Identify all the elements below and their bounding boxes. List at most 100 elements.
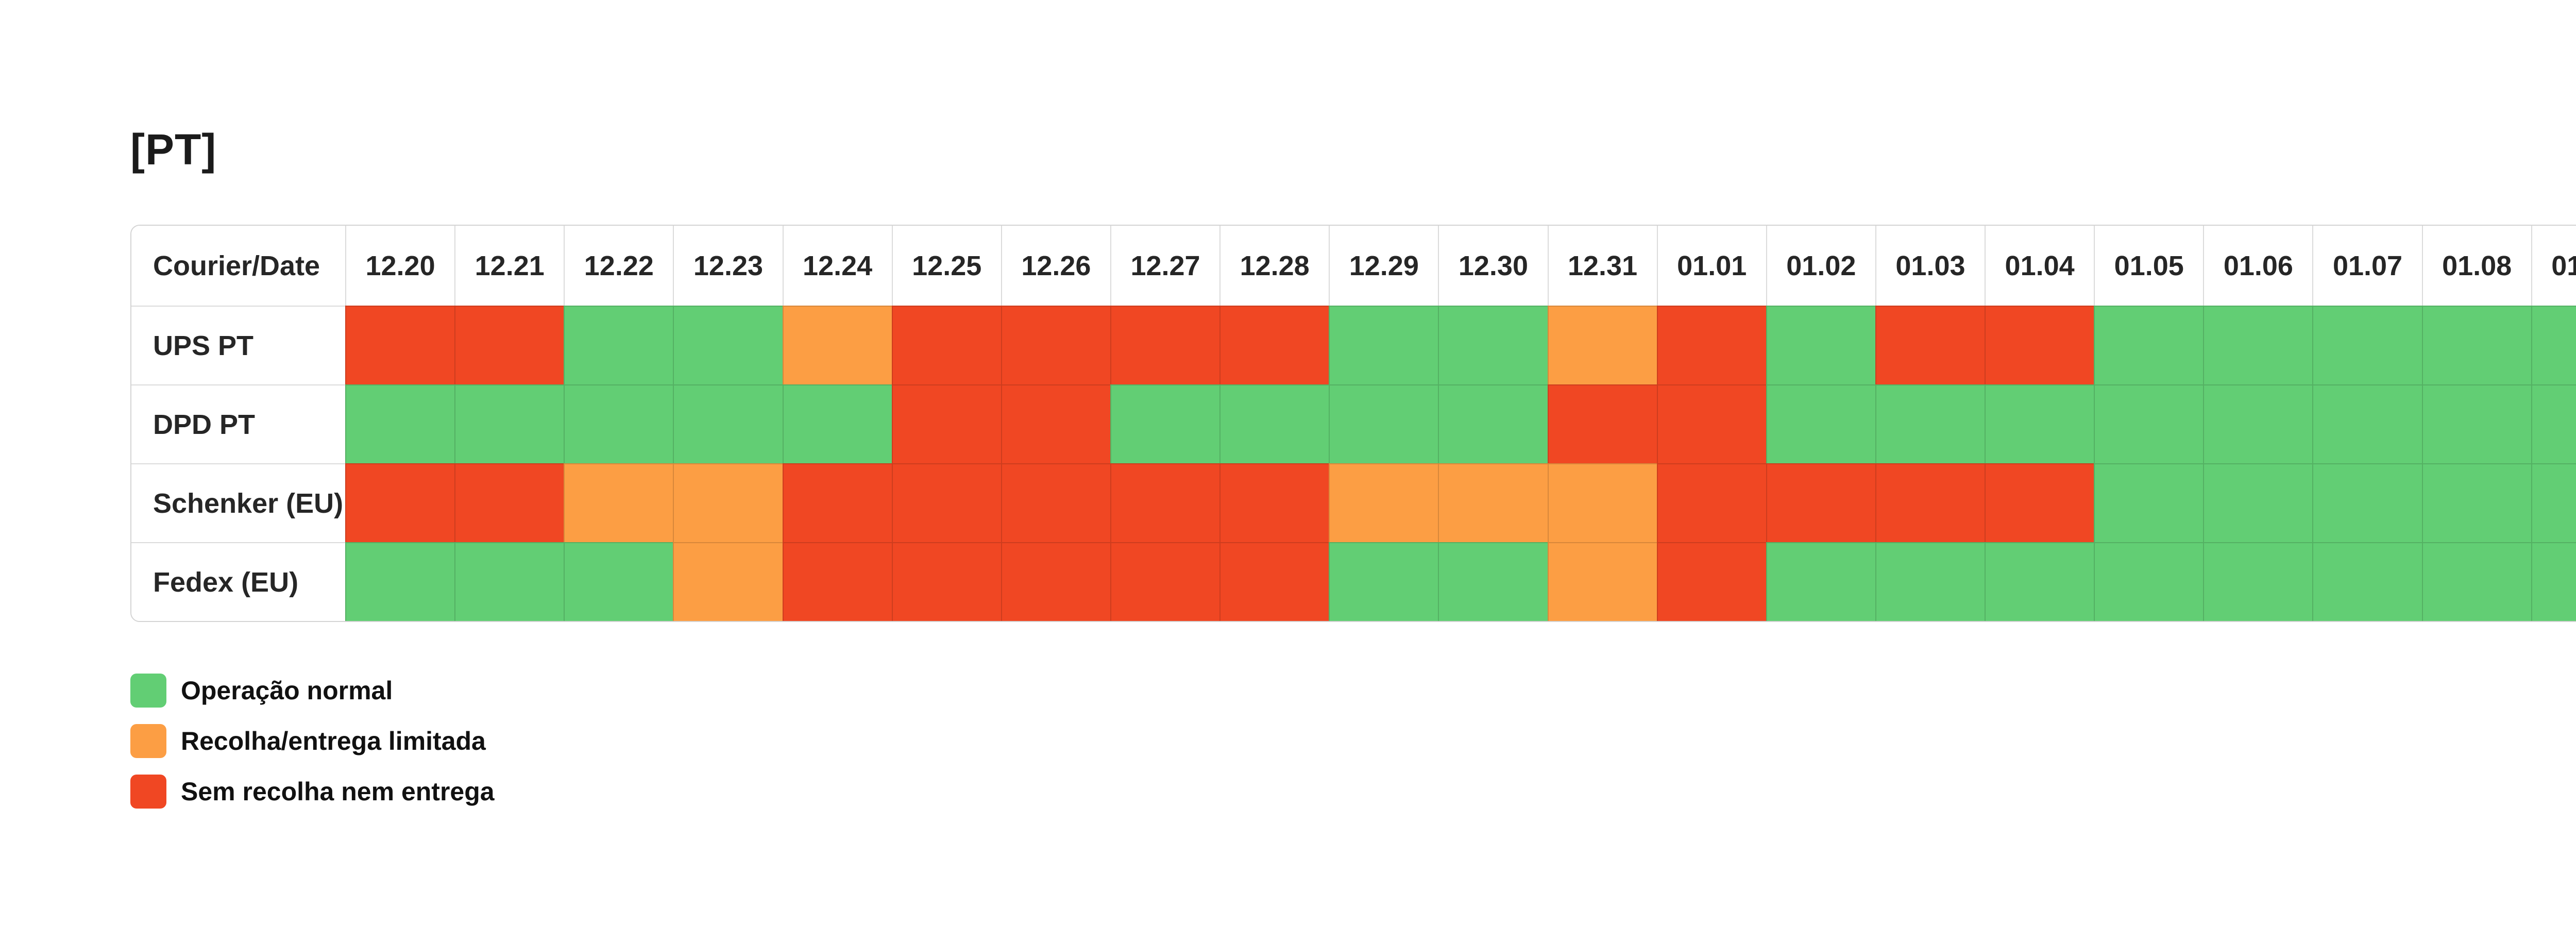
status-cell-limited: [673, 542, 783, 621]
status-cell-none: [891, 384, 1001, 463]
date-header-cell: 01.05: [2094, 226, 2204, 306]
status-cell-none: [1110, 463, 1220, 542]
status-cell-none: [891, 463, 1001, 542]
status-cell-none: [345, 306, 455, 384]
status-cell-normal: [1438, 384, 1548, 463]
status-cell-normal: [673, 306, 783, 384]
legend-label-none: Sem recolha nem entrega: [181, 777, 495, 806]
date-header-cell: 12.25: [891, 226, 1001, 306]
status-cell-none: [1656, 542, 1766, 621]
courier-label: Fedex (EU): [131, 542, 345, 621]
status-cell-normal: [2312, 463, 2422, 542]
status-cell-normal: [2531, 542, 2576, 621]
status-cell-normal: [2203, 463, 2313, 542]
status-cell-normal: [2312, 306, 2422, 384]
status-cell-normal: [2094, 463, 2204, 542]
status-cell-none: [1656, 384, 1766, 463]
courier-label: UPS PT: [131, 306, 345, 384]
status-cell-none: [1656, 463, 1766, 542]
status-cell-none: [1110, 306, 1220, 384]
status-cell-none: [1219, 463, 1329, 542]
status-cell-none: [1656, 306, 1766, 384]
status-cell-none: [454, 463, 564, 542]
status-cell-normal: [1766, 542, 1875, 621]
status-cell-none: [1219, 306, 1329, 384]
legend-swatch-normal: [130, 674, 166, 708]
status-cell-normal: [2421, 384, 2531, 463]
date-header-cell: 12.22: [564, 226, 673, 306]
status-cell-normal: [1766, 384, 1875, 463]
status-cell-none: [1547, 384, 1657, 463]
status-cell-normal: [1329, 542, 1438, 621]
status-cell-none: [891, 542, 1001, 621]
status-cell-none: [782, 463, 892, 542]
status-cell-normal: [1985, 384, 2094, 463]
status-cell-normal: [1219, 384, 1329, 463]
status-cell-normal: [2531, 306, 2576, 384]
legend-label-limited: Recolha/entrega limitada: [181, 727, 486, 755]
status-cell-normal: [1766, 306, 1875, 384]
status-cell-normal: [1875, 542, 1985, 621]
status-cell-limited: [1547, 306, 1657, 384]
status-cell-normal: [1438, 306, 1548, 384]
status-cell-none: [1875, 463, 1985, 542]
page: [PT] Courier/Date 12.20 12.21 12.22 12.23 12…: [130, 125, 2576, 809]
status-cell-normal: [1329, 384, 1438, 463]
date-header-cell: 12.21: [454, 226, 564, 306]
table-corner-header: Courier/Date: [131, 226, 345, 306]
status-cell-none: [1985, 463, 2094, 542]
date-header-cell: 01.07: [2312, 226, 2422, 306]
status-cell-normal: [782, 384, 892, 463]
status-cell-normal: [2421, 306, 2531, 384]
date-header-cell: 12.31: [1547, 226, 1657, 306]
status-cell-normal: [2531, 384, 2576, 463]
status-cell-normal: [1875, 384, 1985, 463]
status-cell-limited: [1329, 463, 1438, 542]
date-header-cell: 01.06: [2203, 226, 2313, 306]
status-cell-normal: [1329, 306, 1438, 384]
date-header-cell: 12.26: [1001, 226, 1110, 306]
date-header-cell: 01.01: [1656, 226, 1766, 306]
status-cell-none: [1875, 306, 1985, 384]
status-cell-normal: [1985, 542, 2094, 621]
status-cell-normal: [1110, 384, 1220, 463]
status-cell-none: [891, 306, 1001, 384]
status-cell-normal: [2531, 463, 2576, 542]
status-cell-normal: [2312, 542, 2422, 621]
status-cell-normal: [2094, 384, 2204, 463]
status-cell-none: [1766, 463, 1875, 542]
date-header-cell: 01.08: [2421, 226, 2531, 306]
status-cell-normal: [673, 384, 783, 463]
courier-label: Schenker (EU): [131, 463, 345, 542]
status-cell-none: [345, 463, 455, 542]
legend-swatch-limited: [130, 724, 166, 758]
date-header-cell: 01.09: [2531, 226, 2576, 306]
status-cell-normal: [2094, 306, 2204, 384]
status-cell-none: [1001, 306, 1110, 384]
date-header-cell: 12.28: [1219, 226, 1329, 306]
status-cell-normal: [1438, 542, 1548, 621]
status-cell-limited: [673, 463, 783, 542]
status-cell-normal: [2421, 463, 2531, 542]
status-cell-limited: [782, 306, 892, 384]
page-title: [PT]: [130, 125, 217, 174]
legend-item-normal: Operação normal: [130, 674, 2576, 708]
status-cell-none: [1985, 306, 2094, 384]
date-header-cell: 12.24: [782, 226, 892, 306]
legend: Operação normal Recolha/entrega limitada…: [130, 674, 2576, 809]
status-cell-normal: [2421, 542, 2531, 621]
status-cell-normal: [564, 384, 673, 463]
legend-item-none: Sem recolha nem entrega: [130, 775, 2576, 809]
date-header-cell: 01.04: [1985, 226, 2094, 306]
date-header-cell: 12.27: [1110, 226, 1220, 306]
date-header-cell: 12.20: [345, 226, 455, 306]
status-cell-normal: [454, 384, 564, 463]
status-cell-limited: [1438, 463, 1548, 542]
date-header-cell: 12.30: [1438, 226, 1548, 306]
date-header-cell: 01.02: [1766, 226, 1875, 306]
status-cell-normal: [345, 542, 455, 621]
status-cell-none: [782, 542, 892, 621]
status-cell-normal: [345, 384, 455, 463]
legend-swatch-none: [130, 775, 166, 809]
courier-label: DPD PT: [131, 384, 345, 463]
